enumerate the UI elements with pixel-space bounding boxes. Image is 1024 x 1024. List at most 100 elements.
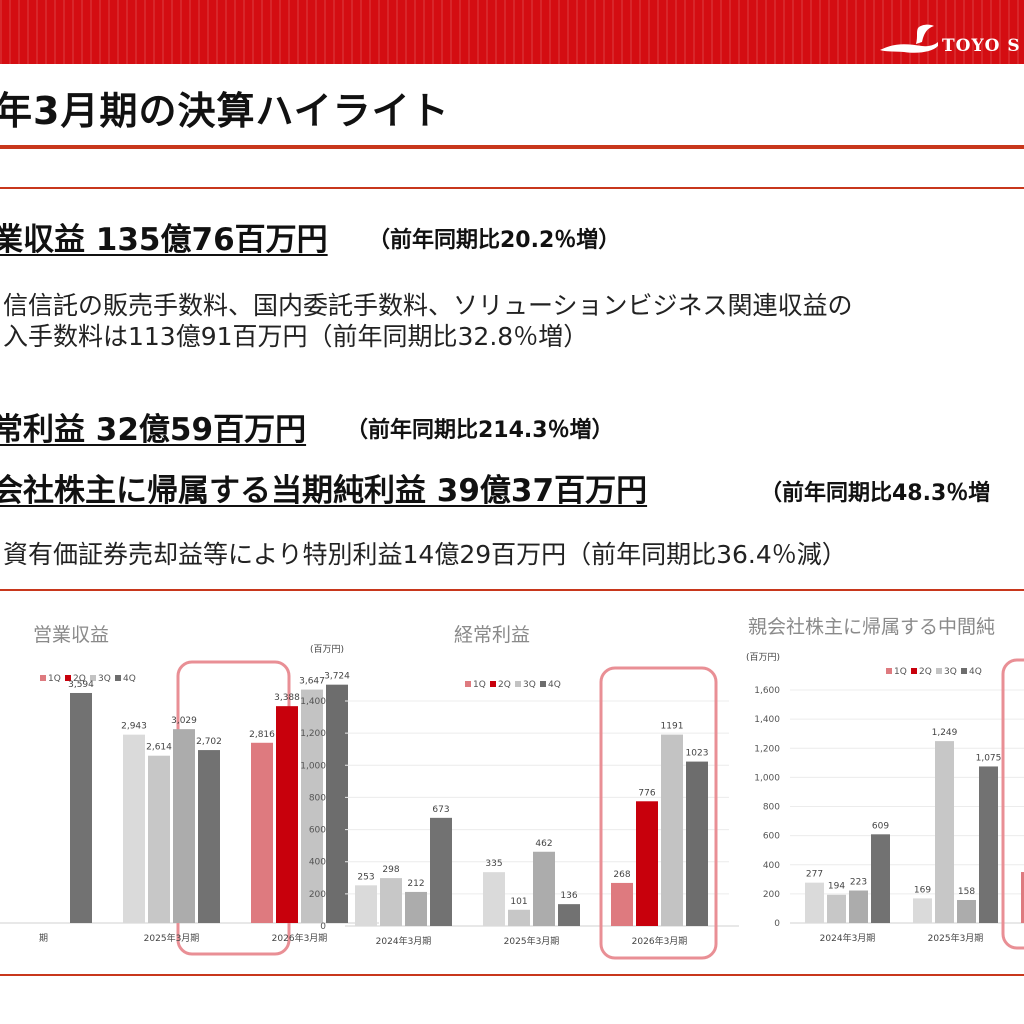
- company-logo: TOYO S: [878, 22, 1024, 64]
- chart-0-data-label: 2,702: [196, 737, 222, 747]
- header-bar: TOYO S: [0, 0, 1024, 64]
- chart-2-data-label: 223: [850, 878, 867, 888]
- chart-1-legend-label: 4Q: [548, 680, 561, 690]
- chart-1-data-label: 1023: [686, 749, 709, 759]
- chart-1-legend-label: 2Q: [498, 680, 511, 690]
- chart-2-category-label: 2025年3月期: [928, 932, 984, 944]
- chart-2-tick-label: 1,600: [754, 686, 780, 696]
- chart-1-ylabel: (百万円): [310, 644, 344, 655]
- chart-1-data-label: 136: [560, 891, 577, 901]
- chart-2-legend-swatch: [961, 668, 967, 674]
- chart-0-legend-label: 3Q: [98, 674, 111, 684]
- section-rule-top: [0, 187, 1024, 189]
- chart-0-data-label: 3,029: [171, 716, 197, 726]
- chart-1-data-label: 1191: [661, 722, 684, 732]
- chart-0-legend-swatch: [115, 675, 121, 681]
- chart-2-legend-label: 3Q: [944, 667, 957, 677]
- chart-title-ordinary: 経常利益: [454, 624, 531, 646]
- chart-1-bar: [508, 909, 530, 926]
- chart-2-data-label: 609: [872, 821, 889, 831]
- chart-1-data-label: 253: [357, 872, 374, 882]
- revenue-line-1: 信信託の販売手数料、国内委託手数料、ソリューションビジネス関連収益の: [3, 291, 853, 320]
- chart-2-bar: [935, 741, 954, 923]
- chart-2-tick-label: 600: [763, 832, 780, 842]
- chart-0-bar: [173, 729, 195, 923]
- chart-0-bar: [70, 692, 92, 923]
- charts-rule-bottom: [0, 974, 1024, 976]
- chart-1-bar: [611, 882, 633, 926]
- chart-2-tick-label: 800: [763, 803, 780, 813]
- chart-1-tick-label: 600: [309, 826, 326, 836]
- chart-1-bar: [355, 885, 377, 926]
- chart-0-legend-swatch: [90, 675, 96, 681]
- chart-1-category-label: 2025年3月期: [504, 935, 560, 947]
- logo-text: TOYO S: [942, 36, 1021, 56]
- chart-0-bar: [198, 750, 220, 923]
- chart-2-legend-label: 4Q: [969, 667, 982, 677]
- chart-1-bar: [661, 734, 683, 926]
- chart-0-legend-label: 4Q: [123, 674, 136, 684]
- chart-2-bar: [979, 766, 998, 923]
- chart-2-legend-swatch: [936, 668, 942, 674]
- chart-1-data-label: 268: [613, 870, 630, 880]
- chart-2-bar: [849, 890, 868, 923]
- chart-1-tick-label: 1,200: [300, 729, 326, 739]
- chart-1-data-label: 335: [485, 859, 502, 869]
- chart-0-legend-label: 1Q: [48, 674, 61, 684]
- chart-2-data-label: 277: [806, 870, 823, 880]
- chart-1-bar: [533, 851, 555, 926]
- chart-2-data-label: 158: [958, 887, 975, 897]
- chart-1-legend-swatch: [540, 681, 546, 687]
- chart-2-bar: [957, 899, 976, 923]
- chart-2-tick-label: 0: [774, 919, 780, 929]
- chart-1-legend-swatch: [465, 681, 471, 687]
- net-line-1: 資有価証券売却益等により特別利益14億29百万円（前年同期比36.4％減）: [3, 540, 847, 569]
- chart-1-highlight-box: [599, 666, 718, 960]
- chart-2-tick-label: 400: [763, 861, 780, 871]
- chart-1-bar: [558, 904, 580, 926]
- charts-rule-top: [0, 589, 1024, 591]
- chart-1-category-label: 2024年3月期: [376, 935, 432, 947]
- chart-2-bar: [805, 882, 824, 923]
- chart-2-legend-label: 2Q: [919, 667, 932, 677]
- chart-1-tick-label: 800: [309, 793, 326, 803]
- chart-1-data-label: 101: [510, 897, 527, 907]
- chart-2-legend-label: 1Q: [894, 667, 907, 677]
- chart-2-legend-swatch: [886, 668, 892, 674]
- chart-1-legend-label: 3Q: [523, 680, 536, 690]
- chart-0-bar: [326, 684, 348, 923]
- chart-1-bar: [636, 801, 658, 926]
- chart-1-bar: [686, 761, 708, 926]
- chart-1-bar: [405, 891, 427, 926]
- chart-0-bar: [123, 734, 145, 923]
- chart-0-data-label: 2,816: [249, 730, 275, 740]
- title-rule: [0, 145, 1024, 149]
- header-stripes: [0, 0, 1024, 64]
- chart-0-data-label: 3,594: [68, 680, 94, 690]
- chart-1-bar: [380, 878, 402, 926]
- chart-title-revenue: 営業収益: [33, 624, 110, 646]
- chart-1-legend-label: 1Q: [473, 680, 486, 690]
- chart-2-ylabel: (百万円): [746, 652, 780, 663]
- chart-0-bar: [276, 706, 298, 923]
- chart-1-data-label: 462: [535, 839, 552, 849]
- net-comparison: （前年同期比48.3％増: [760, 481, 991, 506]
- chart-2-category-label: 2024年3月期: [820, 932, 876, 944]
- chart-1-tick-label: 400: [309, 858, 326, 868]
- chart-2-legend-swatch: [911, 668, 917, 674]
- chart-0-highlight-box: [176, 660, 291, 956]
- chart-0-data-label: 3,647: [299, 677, 325, 687]
- chart-1-data-label: 673: [432, 805, 449, 815]
- chart-1-tick-label: 1,400: [300, 697, 326, 707]
- chart-0-legend-label: 2Q: [73, 674, 86, 684]
- chart-2-tick-label: 1,400: [754, 715, 780, 725]
- revenue-heading: 業収益 135億76百万円: [0, 222, 328, 258]
- chart-1-bar: [430, 817, 452, 926]
- chart-1-data-label: 298: [382, 865, 399, 875]
- ordinary-heading: 常利益 32億59百万円: [0, 412, 307, 448]
- chart-0-bar: [148, 755, 170, 923]
- chart-title-net: 親会社株主に帰属する中間純: [748, 616, 996, 638]
- revenue-line-2: 入手数料は113億91百万円（前年同期比32.8％増）: [3, 322, 589, 351]
- chart-0-data-label: 2,943: [121, 722, 147, 732]
